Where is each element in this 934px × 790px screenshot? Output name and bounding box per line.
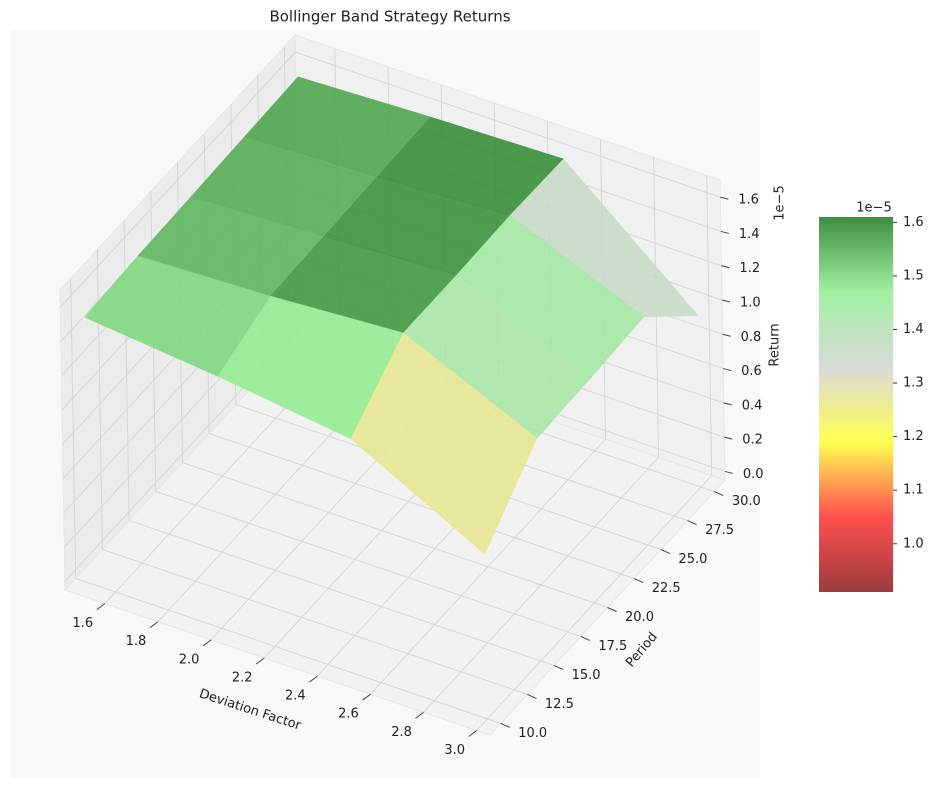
grid-line bbox=[209, 433, 635, 579]
tick-mark bbox=[202, 639, 212, 647]
surface bbox=[84, 76, 699, 555]
y-tick-label: 17.5 bbox=[598, 639, 627, 654]
colorbar-tick-label: 1.0 bbox=[903, 536, 924, 551]
colorbar-tick-label: 1.5 bbox=[903, 268, 924, 283]
tick-mark bbox=[720, 230, 729, 234]
tick-mark bbox=[721, 299, 731, 303]
tick-mark bbox=[634, 578, 644, 583]
chart-title: Bollinger Band Strategy Returns bbox=[269, 8, 510, 26]
tick-mark bbox=[714, 491, 724, 497]
grid-line bbox=[182, 462, 608, 608]
z-tick-label: 1.0 bbox=[740, 296, 761, 311]
tick-mark bbox=[723, 368, 732, 372]
colorbar-tick-label: 1.3 bbox=[903, 376, 924, 391]
tick-mark bbox=[722, 333, 731, 337]
tick-mark bbox=[468, 730, 478, 737]
z-tick-label: 1.4 bbox=[739, 227, 760, 242]
y-tick-label: 30.0 bbox=[732, 494, 761, 509]
z-tick-label: 0.2 bbox=[742, 433, 763, 448]
x-tick-label: 2.0 bbox=[179, 652, 200, 667]
tick-mark bbox=[255, 657, 265, 665]
x-tick-label: 3.0 bbox=[444, 743, 465, 758]
z-axis-label: Return bbox=[768, 323, 783, 366]
y-tick-label: 12.5 bbox=[545, 697, 574, 712]
z-tick-label: 0.8 bbox=[741, 330, 762, 345]
y-tick-label: 10.0 bbox=[518, 726, 547, 741]
z-tick-label: 0.0 bbox=[743, 467, 764, 482]
colorbar-body bbox=[819, 217, 893, 592]
z-tick-label: 1.6 bbox=[738, 193, 759, 208]
surface-face bbox=[350, 332, 538, 555]
grid-line bbox=[155, 491, 581, 637]
colorbar-tick-label: 1.6 bbox=[903, 215, 924, 230]
grid-line bbox=[96, 249, 103, 550]
colorbar: 1.0 1.1 1.2 1.3 1.4 1.5 1.6 1e−5 bbox=[819, 201, 924, 592]
grid-line bbox=[75, 577, 501, 724]
tick-mark bbox=[724, 470, 733, 474]
colorbar-offset-label: 1e−5 bbox=[856, 201, 891, 216]
tick-mark bbox=[721, 265, 730, 269]
tick-mark bbox=[362, 693, 371, 701]
z-offset-label: 1e−5 bbox=[773, 185, 788, 220]
z-tick-label: 0.4 bbox=[742, 398, 763, 413]
grid-line bbox=[706, 175, 713, 476]
y-tick-label: 27.5 bbox=[705, 523, 734, 538]
tick-mark bbox=[149, 621, 159, 629]
tick-mark bbox=[580, 636, 590, 641]
grid-line bbox=[70, 278, 77, 579]
y-tick-label: 15.0 bbox=[572, 668, 601, 683]
tick-mark bbox=[309, 675, 318, 683]
grid-line bbox=[295, 51, 721, 198]
grid-line bbox=[59, 51, 296, 308]
y-tick-label: 25.0 bbox=[678, 552, 707, 567]
y-tick-label: 22.5 bbox=[652, 581, 681, 596]
x-tick-label: 2.2 bbox=[232, 670, 253, 685]
x-tick-label: 2.8 bbox=[391, 725, 412, 740]
x-tick-label: 1.8 bbox=[126, 634, 147, 649]
x-tick-label: 1.6 bbox=[73, 616, 94, 631]
x-tick-label: 2.4 bbox=[285, 689, 306, 704]
tick-mark bbox=[415, 711, 424, 719]
grid-line bbox=[128, 519, 555, 666]
colorbar-tick-label: 1.4 bbox=[903, 322, 924, 337]
tick-mark bbox=[687, 520, 697, 526]
colorbar-tick-label: 1.1 bbox=[903, 483, 924, 498]
tick-mark bbox=[723, 402, 732, 406]
z-tick-label: 1.2 bbox=[739, 261, 760, 276]
z-tick-label: 0.6 bbox=[741, 364, 762, 379]
colorbar-tick-label: 1.2 bbox=[903, 429, 924, 444]
tick-mark bbox=[527, 693, 537, 699]
tick-mark bbox=[724, 436, 733, 440]
tick-mark bbox=[500, 722, 510, 728]
tick-mark bbox=[553, 664, 564, 670]
y-tick-label: 20.0 bbox=[625, 610, 654, 625]
tick-mark bbox=[720, 196, 729, 200]
grid-line bbox=[102, 548, 528, 695]
tick-mark bbox=[96, 603, 106, 610]
tick-mark bbox=[607, 607, 617, 612]
tick-mark bbox=[660, 549, 671, 555]
x-tick-label: 2.6 bbox=[338, 707, 359, 722]
